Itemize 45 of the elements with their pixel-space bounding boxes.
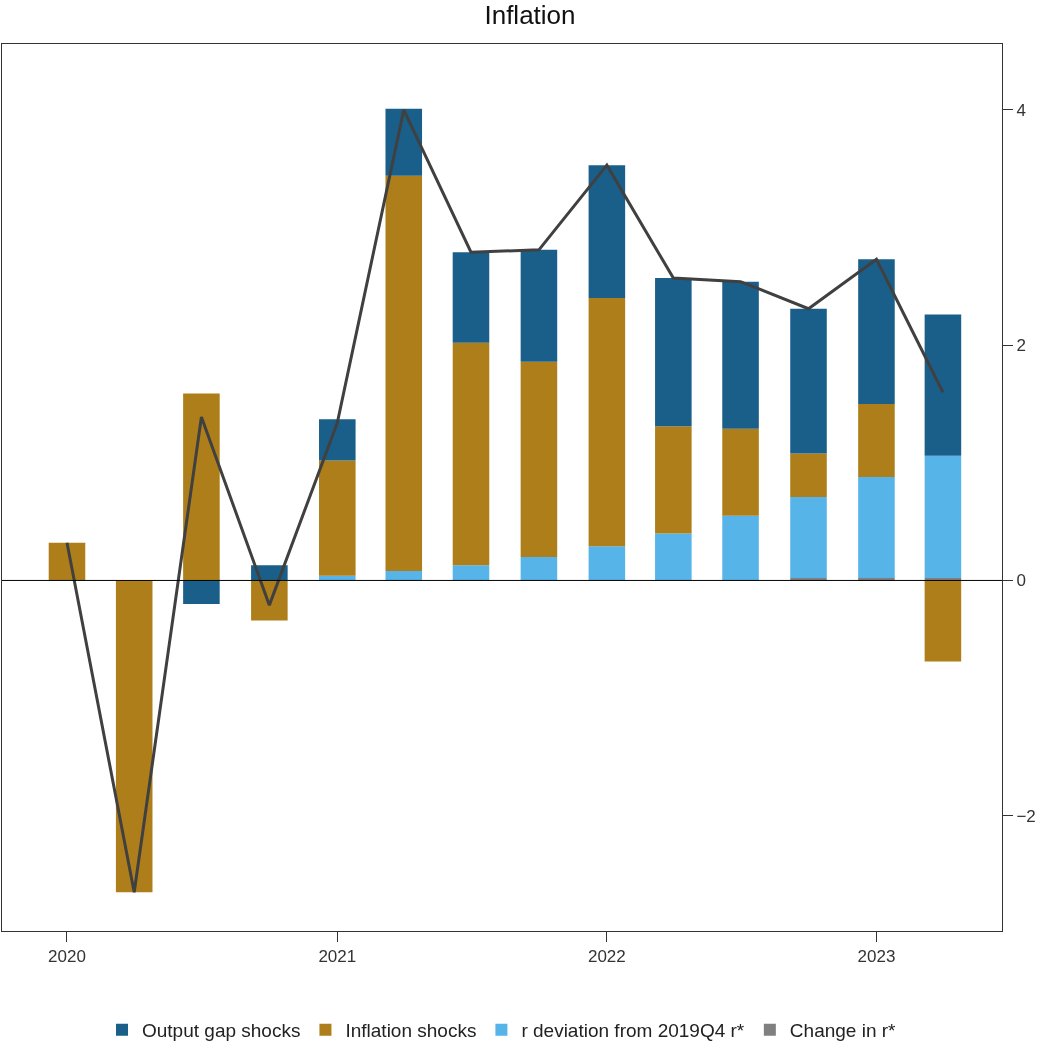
bar	[319, 419, 356, 461]
bar	[858, 403, 895, 477]
bar	[520, 556, 558, 581]
bar	[790, 308, 827, 454]
bar	[858, 259, 895, 404]
bar	[319, 460, 356, 576]
y-tick-label: −2	[1016, 806, 1036, 826]
bar	[924, 580, 962, 662]
bar	[858, 476, 895, 579]
bar	[385, 175, 423, 572]
bar	[588, 546, 626, 581]
bar	[588, 298, 626, 547]
legend-label: Inflation shocks	[345, 1020, 477, 1042]
y-tick-label: 2	[1016, 336, 1026, 356]
bar	[452, 565, 490, 581]
bar	[924, 455, 962, 579]
bar	[722, 281, 759, 429]
bar	[924, 314, 962, 456]
chart-title: Inflation	[484, 0, 576, 30]
x-tick-label: 2021	[318, 947, 357, 967]
y-tick-label: 4	[1016, 100, 1026, 120]
bar	[520, 249, 558, 362]
bar	[520, 361, 558, 557]
legend-label: r deviation from 2019Q4 r*	[521, 1020, 745, 1042]
x-tick-label: 2022	[587, 947, 626, 967]
x-tick-label: 2023	[857, 947, 896, 967]
legend-label: Change in r*	[789, 1020, 897, 1042]
bar	[183, 393, 220, 581]
line-series	[65, 108, 945, 894]
y-tick-label: 0	[1016, 571, 1026, 591]
bar	[790, 453, 827, 497]
bar	[183, 580, 220, 604]
x-tick-label: 2020	[48, 947, 86, 967]
bar	[790, 496, 827, 579]
bar	[385, 571, 423, 581]
bar	[588, 165, 626, 299]
bar	[655, 533, 692, 581]
bar	[655, 278, 692, 427]
bar	[115, 580, 153, 893]
legend-label: Output gap shocks	[142, 1020, 301, 1042]
bar	[452, 342, 490, 566]
bar	[655, 426, 692, 534]
bar	[722, 428, 759, 516]
bar	[452, 252, 490, 343]
bar	[722, 515, 759, 581]
